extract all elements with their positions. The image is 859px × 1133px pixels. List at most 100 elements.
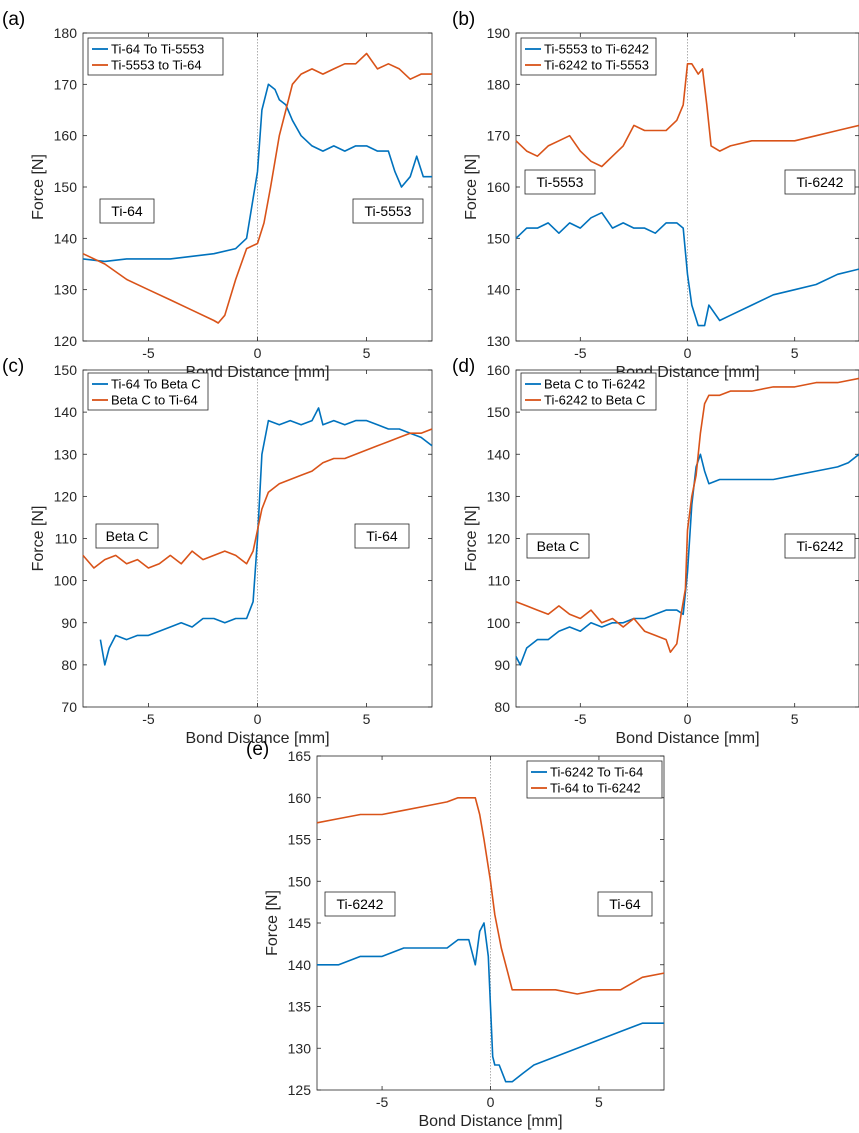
y-tick-label: 160 [487,362,511,378]
y-tick-label: 110 [488,573,511,589]
y-tick-label: 130 [54,282,78,298]
legend-entry: Ti-5553 to Ti-64 [111,58,202,73]
series-line-1 [515,211,859,327]
annotation: Ti-5553 [524,169,596,195]
x-tick-label: -5 [142,345,155,361]
x-tick-label: 0 [487,1094,495,1110]
y-axis-label: Force [N] [463,506,480,572]
chart-panel-4: (d) -5 0 5 80 90 100 110 120 130 140 150 160 Bond Dis… [452,356,859,747]
legend-entry: Beta C to Ti-6242 [544,377,645,392]
y-tick-label: 140 [54,230,78,246]
panel-label: (b) [452,9,475,30]
x-tick-label: 5 [363,711,371,727]
legend-entry: Beta C to Ti-64 [111,393,198,408]
annotation-label: Ti-64 [366,528,398,544]
annotation-box [784,533,856,559]
annotation-box [526,533,590,559]
legend-entry: Ti-6242 To Ti-64 [550,765,643,780]
y-tick-label: 70 [61,699,77,715]
annotation-label: Ti-64 [111,203,143,219]
y-tick-label: 140 [487,446,511,462]
y-tick-label: 135 [288,999,312,1015]
series-line-1 [317,922,664,1083]
annotation-box [324,891,396,917]
annotation-box [524,169,596,195]
annotation-label: Beta C [537,538,580,554]
annotation-box [352,198,424,224]
y-tick-label: 125 [288,1082,312,1098]
annotation: Ti-64 [99,198,155,224]
x-tick-label: 0 [684,345,692,361]
axes-box [316,755,665,1091]
legend-box [87,372,209,411]
annotation-label: Ti-6242 [797,538,844,554]
y-tick-label: 180 [487,76,511,92]
y-tick-label: 150 [487,404,511,420]
y-tick-label: 130 [288,1040,312,1056]
annotation-box [99,198,155,224]
series-line-1 [82,83,432,263]
x-tick-label: 0 [254,711,262,727]
y-tick-label: 80 [61,657,77,673]
chart-panel-5: (e) -5 0 5 125 130 135 140 145 150 155 160 165 Bond D… [246,739,665,1130]
annotation: Beta C [95,523,159,549]
series-line-2 [316,796,665,995]
y-tick-label: 120 [487,531,511,547]
annotation: Ti-64 [354,523,410,549]
x-axis-label: Bond Distance [mm] [418,1113,562,1130]
annotation: Ti-64 [597,891,653,917]
series-line-2 [82,52,432,324]
y-tick-label: 190 [487,25,511,41]
y-axis-label: Force [N] [30,506,47,572]
y-tick-label: 160 [487,179,511,195]
series-line-1 [515,453,859,666]
series-line-1 [99,407,433,666]
panel-label: (d) [452,356,475,377]
y-axis-label: Force [N] [463,154,480,220]
annotation-label: Beta C [106,528,149,544]
y-tick-label: 140 [487,282,511,298]
y-tick-label: 140 [288,957,312,973]
chart-panel-3: (c) -5 0 5 70 80 90 100 110 120 130 140 150 Bond Dist… [2,356,433,747]
y-tick-label: 150 [54,362,78,378]
x-tick-label: -5 [142,711,155,727]
y-tick-label: 130 [54,446,78,462]
legend-entry: Ti-64 to Ti-6242 [550,781,641,796]
y-tick-label: 130 [487,333,511,349]
legend-entry: Ti-64 To Ti-5553 [111,42,204,57]
x-tick-label: 5 [791,345,799,361]
y-tick-label: 90 [494,657,510,673]
y-tick-label: 130 [487,488,511,504]
y-tick-label: 155 [288,832,312,848]
annotation: Ti-6242 [784,169,856,195]
y-tick-label: 100 [487,615,511,631]
y-axis-label: Force [N] [264,890,281,956]
x-tick-label: -5 [376,1094,389,1110]
x-tick-label: 0 [254,345,262,361]
annotation-label: Ti-5553 [537,174,584,190]
legend-box [87,37,224,76]
y-tick-label: 150 [288,873,312,889]
y-tick-label: 150 [54,179,78,195]
x-tick-label: -5 [574,711,587,727]
y-tick-label: 150 [487,230,511,246]
annotation-label: Ti-64 [609,896,641,912]
x-tick-label: 0 [684,711,692,727]
series-line-2 [515,62,859,168]
panel-label: (a) [2,9,25,30]
annotation: Ti-5553 [352,198,424,224]
annotation-box [597,891,653,917]
y-tick-label: 170 [487,128,511,144]
series-line-2 [82,428,433,569]
x-axis-label: Bond Distance [mm] [185,730,329,747]
y-tick-label: 110 [55,531,78,547]
annotation-label: Ti-6242 [337,896,384,912]
